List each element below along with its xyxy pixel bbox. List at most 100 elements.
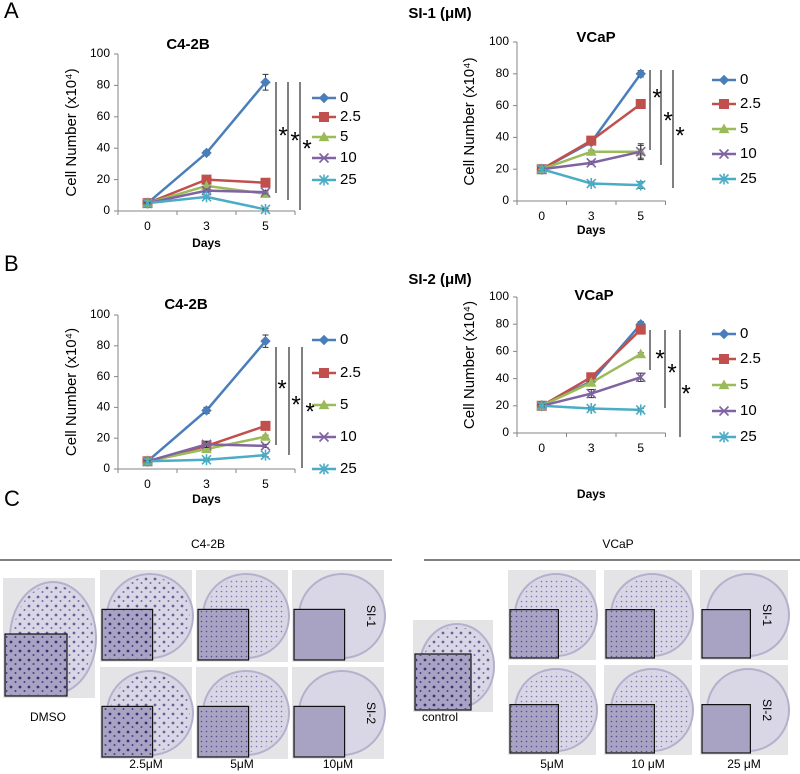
data-point bbox=[260, 203, 271, 215]
inset-colonies bbox=[103, 707, 152, 756]
y-tick-label: 80 bbox=[496, 316, 510, 330]
legend-label: 10 bbox=[740, 145, 757, 162]
y-axis-label: Cell Number (x10⁴) bbox=[461, 57, 478, 185]
dose-label: 2.5μM bbox=[129, 757, 163, 771]
legend-label: 25 bbox=[740, 170, 757, 187]
y-tick-label: 60 bbox=[496, 344, 510, 358]
inset-colonies bbox=[511, 705, 558, 752]
inset-colonies bbox=[199, 707, 248, 756]
x-axis-label: Days bbox=[577, 223, 606, 237]
row-label: SI-2 bbox=[364, 702, 378, 724]
legend-marker bbox=[318, 92, 330, 104]
legend-label: 0 bbox=[340, 89, 348, 106]
group-title: SI-1 (μM) bbox=[408, 5, 471, 22]
group-title: VCaP bbox=[602, 537, 633, 551]
significance-star: * bbox=[652, 84, 661, 111]
data-point bbox=[201, 191, 212, 203]
x-tick-label: 0 bbox=[144, 219, 151, 233]
significance-star: * bbox=[663, 107, 672, 134]
chart-title: C4-2B bbox=[166, 36, 210, 53]
y-tick-label: 0 bbox=[502, 425, 509, 439]
data-point bbox=[586, 403, 597, 415]
x-tick-label: 3 bbox=[588, 209, 595, 223]
legend-label: 0 bbox=[340, 331, 348, 348]
legend-label: 2.5 bbox=[740, 95, 761, 112]
data-point bbox=[201, 405, 212, 416]
data-point bbox=[260, 77, 271, 88]
significance-star: * bbox=[277, 375, 286, 402]
data-point bbox=[260, 335, 271, 347]
dose-label: 10μM bbox=[323, 757, 353, 771]
data-point bbox=[536, 400, 547, 412]
inset bbox=[293, 705, 346, 758]
y-tick-label: 20 bbox=[496, 398, 510, 412]
x-axis-label: Days bbox=[192, 492, 221, 506]
y-tick-label: 80 bbox=[97, 338, 111, 352]
data-point bbox=[635, 68, 646, 80]
x-axis-label: Days bbox=[577, 487, 606, 501]
row-label: SI-1 bbox=[364, 605, 378, 627]
legend-marker bbox=[718, 328, 730, 340]
data-point bbox=[201, 147, 212, 159]
inset bbox=[701, 703, 752, 754]
y-tick-label: 20 bbox=[496, 161, 510, 175]
y-axis-label: Cell Number (x10⁴) bbox=[63, 328, 80, 456]
data-point bbox=[585, 146, 597, 156]
legend-label: 10 bbox=[340, 149, 357, 166]
y-tick-label: 100 bbox=[90, 307, 110, 321]
legend-marker bbox=[318, 152, 330, 164]
data-point bbox=[586, 388, 597, 399]
data-point bbox=[635, 404, 646, 416]
data-point bbox=[201, 439, 212, 450]
y-tick-label: 40 bbox=[97, 400, 111, 414]
legend-label: 5 bbox=[740, 376, 748, 393]
data-point bbox=[201, 174, 212, 185]
data-point bbox=[260, 187, 271, 198]
data-point bbox=[586, 135, 597, 146]
x-tick-label: 5 bbox=[637, 441, 644, 455]
significance-star: * bbox=[681, 380, 690, 407]
x-tick-label: 0 bbox=[144, 477, 151, 491]
inset bbox=[701, 608, 752, 659]
legend-marker bbox=[318, 174, 330, 186]
control-label: DMSO bbox=[30, 710, 66, 724]
data-point bbox=[536, 163, 547, 175]
row-label: SI-1 bbox=[760, 604, 774, 626]
x-tick-label: 3 bbox=[588, 441, 595, 455]
y-tick-label: 0 bbox=[103, 461, 110, 475]
legend-marker bbox=[718, 74, 730, 86]
legend-marker bbox=[718, 123, 730, 134]
dose-label: 10 μM bbox=[631, 757, 665, 771]
chart-title: C4-2B bbox=[164, 296, 208, 313]
legend-label: 2.5 bbox=[340, 108, 361, 125]
legend-label: 0 bbox=[740, 71, 748, 88]
legend-marker bbox=[318, 463, 330, 475]
legend-marker bbox=[718, 148, 730, 160]
legend-label: 2.5 bbox=[740, 350, 761, 367]
dose-label: 5μM bbox=[230, 757, 254, 771]
inset-colonies bbox=[416, 655, 470, 709]
legend-marker bbox=[318, 334, 330, 346]
group-title: C4-2B bbox=[191, 537, 225, 551]
y-axis-label: Cell Number (x10⁴) bbox=[461, 301, 478, 429]
legend-marker bbox=[318, 431, 330, 443]
row-label: SI-2 bbox=[760, 699, 774, 721]
legend-marker bbox=[719, 354, 729, 364]
y-tick-label: 20 bbox=[97, 172, 111, 186]
data-point bbox=[585, 377, 597, 387]
legend-marker bbox=[718, 173, 730, 185]
data-point bbox=[635, 324, 646, 335]
dose-label: 5μM bbox=[540, 757, 564, 771]
data-point bbox=[635, 372, 646, 383]
y-tick-label: 60 bbox=[496, 98, 510, 112]
significance-star: * bbox=[675, 122, 684, 149]
data-point bbox=[260, 440, 271, 451]
control-label: control bbox=[422, 710, 458, 724]
y-tick-label: 20 bbox=[97, 430, 111, 444]
legend-marker bbox=[719, 99, 729, 109]
y-tick-label: 100 bbox=[489, 289, 509, 303]
x-tick-label: 3 bbox=[203, 477, 210, 491]
inset-colonies bbox=[199, 610, 248, 659]
data-point bbox=[201, 443, 212, 454]
